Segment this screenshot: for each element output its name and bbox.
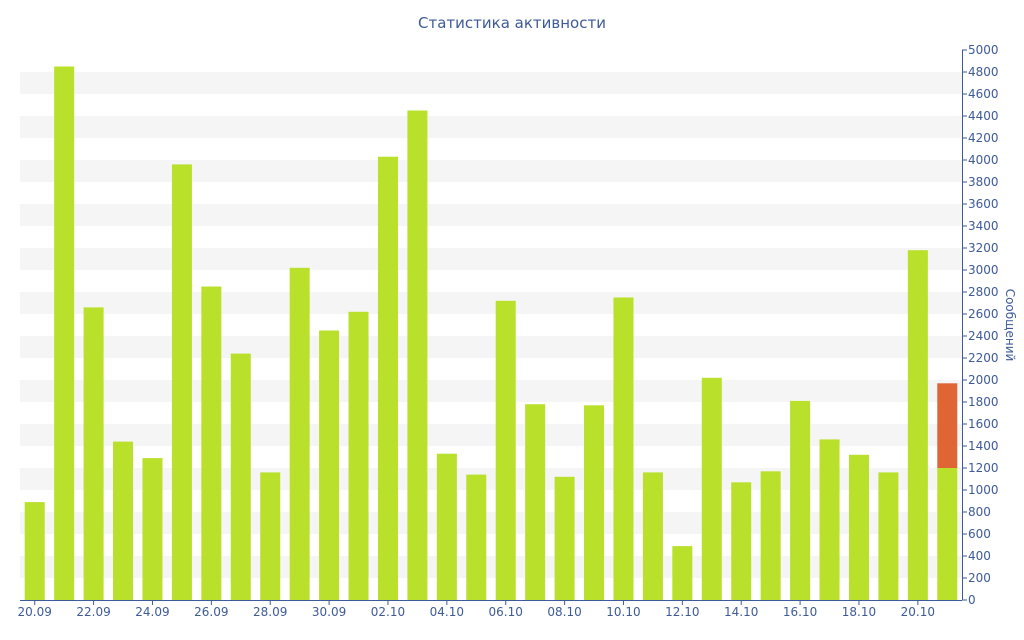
bar-29.09-series-1[interactable] xyxy=(289,267,310,600)
bar-21.10-series-2[interactable] xyxy=(937,383,958,468)
x-tick-label: 20.10 xyxy=(901,605,935,619)
x-tick-label: 12.10 xyxy=(665,605,699,619)
x-tick-label: 16.10 xyxy=(783,605,817,619)
y-tick-label: 3400 xyxy=(968,219,999,233)
bar-16.10-series-1[interactable] xyxy=(790,400,811,600)
x-tick-label: 06.10 xyxy=(489,605,523,619)
grid-band xyxy=(20,512,962,534)
bar-20.10-series-1[interactable] xyxy=(907,250,928,600)
x-tick-label: 22.09 xyxy=(76,605,110,619)
y-tick-label: 1800 xyxy=(968,395,999,409)
bar-17.10-series-1[interactable] xyxy=(819,439,840,600)
bar-19.10-series-1[interactable] xyxy=(878,472,899,600)
x-tick-label: 18.10 xyxy=(842,605,876,619)
y-tick-label: 2400 xyxy=(968,329,999,343)
y-tick-label: 400 xyxy=(968,549,991,563)
grid-band xyxy=(20,292,962,314)
y-tick-label: 3600 xyxy=(968,197,999,211)
y-tick-label: 1000 xyxy=(968,483,999,497)
bars xyxy=(24,66,958,601)
y-tick-label: 4600 xyxy=(968,87,999,101)
x-tick-label: 08.10 xyxy=(547,605,581,619)
x-tick-label: 28.09 xyxy=(253,605,287,619)
grid-band xyxy=(20,160,962,182)
bar-26.09-series-1[interactable] xyxy=(201,286,222,601)
grid-band xyxy=(20,72,962,94)
grid-band xyxy=(20,380,962,402)
x-axis: 20.09 22.09 24.09 26.09 28.09 30.09 02.10 04.10… xyxy=(18,600,962,619)
y-axis: 0 200 400 600 800 1000 1200 1400 1600 1800 2000 220… xyxy=(962,43,999,607)
x-tick-label: 14.10 xyxy=(724,605,758,619)
bar-04.10-series-1[interactable] xyxy=(436,453,457,600)
bar-01.10-series-1[interactable] xyxy=(348,311,369,600)
x-tick-label: 02.10 xyxy=(371,605,405,619)
x-tick-label: 10.10 xyxy=(606,605,640,619)
bar-07.10-series-1[interactable] xyxy=(525,404,546,600)
y-tick-label: 2800 xyxy=(968,285,999,299)
y-tick-label: 4200 xyxy=(968,131,999,145)
bar-21.09-series-1[interactable] xyxy=(54,66,75,601)
grid-band xyxy=(20,116,962,138)
y-tick-label: 600 xyxy=(968,527,991,541)
bar-25.09-series-1[interactable] xyxy=(171,164,192,600)
y-tick-label: 3000 xyxy=(968,263,999,277)
grid-band xyxy=(20,336,962,358)
y-tick-label: 200 xyxy=(968,571,991,585)
bar-11.10-series-1[interactable] xyxy=(642,472,663,600)
x-tick-label: 04.10 xyxy=(430,605,464,619)
x-tick-label: 24.09 xyxy=(135,605,169,619)
y-tick-label: 2200 xyxy=(968,351,999,365)
y-tick-label: 3800 xyxy=(968,175,999,189)
y-axis-label: Сообщений xyxy=(1003,289,1017,362)
x-tick-label: 20.09 xyxy=(18,605,52,619)
bar-10.10-series-1[interactable] xyxy=(613,297,634,601)
bar-20.09-series-1[interactable] xyxy=(24,502,45,600)
bar-23.09-series-1[interactable] xyxy=(113,441,134,600)
y-tick-label: 3200 xyxy=(968,241,999,255)
bar-24.09-series-1[interactable] xyxy=(142,458,163,600)
bar-30.09-series-1[interactable] xyxy=(319,330,340,601)
bar-15.10-series-1[interactable] xyxy=(760,471,781,600)
grid-band xyxy=(20,204,962,226)
y-tick-label: 4000 xyxy=(968,153,999,167)
y-tick-label: 4800 xyxy=(968,65,999,79)
bar-02.10-series-1[interactable] xyxy=(377,156,398,600)
grid-band xyxy=(20,424,962,446)
y-tick-label: 0 xyxy=(968,593,976,607)
y-tick-label: 1400 xyxy=(968,439,999,453)
grid-bands xyxy=(20,72,962,578)
y-tick-label: 2600 xyxy=(968,307,999,321)
bar-28.09-series-1[interactable] xyxy=(260,472,281,600)
bar-08.10-series-1[interactable] xyxy=(554,476,575,600)
y-tick-label: 1200 xyxy=(968,461,999,475)
y-tick-label: 800 xyxy=(968,505,991,519)
bar-09.10-series-1[interactable] xyxy=(584,405,605,600)
bar-14.10-series-1[interactable] xyxy=(731,482,752,600)
bar-13.10-series-1[interactable] xyxy=(701,377,722,600)
y-tick-label: 4400 xyxy=(968,109,999,123)
chart-title: Статистика активности xyxy=(418,14,606,32)
bar-27.09-series-1[interactable] xyxy=(230,353,251,600)
grid-band xyxy=(20,556,962,578)
bar-05.10-series-1[interactable] xyxy=(466,474,487,600)
grid-band xyxy=(20,248,962,270)
y-tick-label: 1600 xyxy=(968,417,999,431)
bar-22.09-series-1[interactable] xyxy=(83,307,104,600)
x-tick-label: 30.09 xyxy=(312,605,346,619)
bar-12.10-series-1[interactable] xyxy=(672,546,693,600)
grid-band xyxy=(20,468,962,490)
y-tick-label: 5000 xyxy=(968,43,999,57)
y-tick-label: 2000 xyxy=(968,373,999,387)
bar-21.10-series-1[interactable] xyxy=(937,468,958,600)
x-tick-label: 26.09 xyxy=(194,605,228,619)
bar-06.10-series-1[interactable] xyxy=(495,300,516,600)
bar-03.10-series-1[interactable] xyxy=(407,110,428,601)
bar-18.10-series-1[interactable] xyxy=(848,454,869,600)
